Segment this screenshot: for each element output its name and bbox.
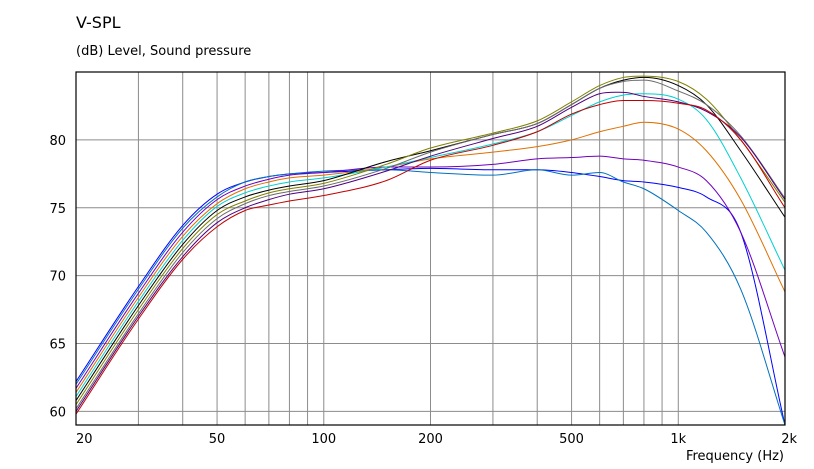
- y-tick-label: 70: [49, 270, 66, 285]
- chart-title: V-SPL: [76, 13, 121, 32]
- plot-frame: [75, 71, 786, 426]
- series-line-2: [75, 169, 786, 426]
- y-tick-label: 80: [49, 134, 66, 149]
- y-tick-label: 75: [49, 202, 66, 217]
- series-line-10: [75, 100, 786, 415]
- chart-subtitle: (dB) Level, Sound pressure: [76, 44, 251, 59]
- x-tick-labels: 20 50 100 200 500 1k 2k: [76, 432, 797, 447]
- series-line-7: [75, 75, 786, 405]
- series-line-6: [75, 76, 786, 401]
- series-group: [75, 75, 786, 426]
- x-tick-label: 200: [418, 432, 443, 447]
- series-line-8: [75, 79, 786, 409]
- x-tick-label: 500: [559, 432, 584, 447]
- series-line-3: [75, 155, 786, 389]
- series-line-5: [75, 93, 786, 397]
- x-tick-label: 50: [209, 432, 226, 447]
- x-tick-label: 1k: [670, 432, 686, 447]
- x-tick-label: 20: [76, 432, 93, 447]
- x-tick-label: 2k: [781, 432, 797, 447]
- y-tick-label: 60: [49, 405, 66, 420]
- y-tick-label: 65: [49, 338, 66, 353]
- series-line-1: [75, 167, 786, 426]
- y-tick-labels: 60 65 70 75 80: [49, 134, 66, 421]
- series-line-4: [75, 121, 786, 393]
- grid-lines: [76, 72, 785, 425]
- x-axis-label: Frequency (Hz): [686, 449, 784, 464]
- x-tick-label: 100: [311, 432, 336, 447]
- series-line-9: [75, 91, 786, 412]
